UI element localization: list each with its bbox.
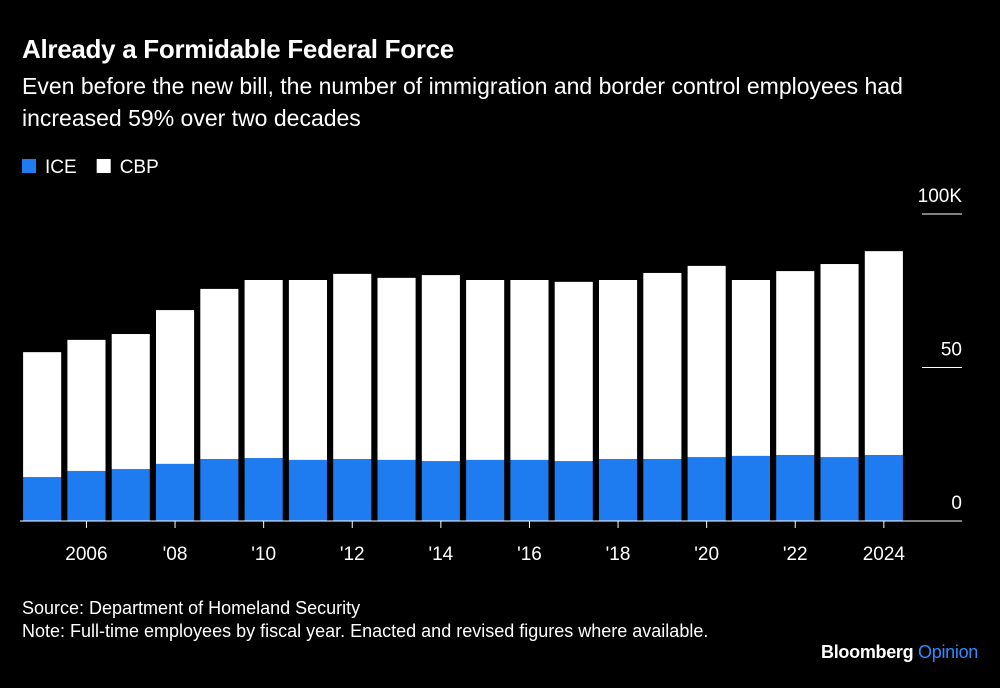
bar-segment [377,277,416,460]
x-tick-label: '08 [163,544,188,565]
bar-segment [156,310,195,464]
bar-segment [23,477,62,521]
bar-segment [864,454,903,521]
bar-segment [554,461,593,521]
bar-segment [731,280,770,456]
bar-segment [687,457,726,521]
bar-segment [599,458,638,521]
bar-segment [333,273,372,459]
bar-segment [820,457,859,521]
legend-label: CBP [120,157,159,178]
bar-segment [554,281,593,462]
y-tick-label: 50 [941,340,962,361]
bar-segment [776,454,815,521]
x-tick-label: '20 [694,544,719,565]
bar-segment [687,265,726,458]
bar-segment [510,459,549,521]
bar-segment [643,272,682,459]
bar-segment [466,280,505,460]
bar-segment [23,352,62,478]
chart-title: Already a Formidable Federal Force [22,34,454,64]
bar-segment [67,470,106,521]
bar-segment [156,463,195,521]
bar-segment [200,458,239,521]
bar-segment [288,280,327,460]
source: Source: Department of Homeland Security [22,598,361,618]
bar-segment [111,469,150,521]
bar-segment [244,458,283,521]
footer: Source: Department of Homeland Security … [22,597,712,643]
bar-segment [466,459,505,521]
legend-swatch [22,159,36,173]
bar-segment [288,459,327,521]
bar-segment [731,455,770,521]
x-tick-label: '10 [251,544,276,565]
brand-section: Opinion [918,642,978,662]
bar-segment [643,458,682,521]
y-tick-label: 100K [918,186,963,207]
bar-segment [599,280,638,459]
bar-segment [421,275,460,462]
bar-segment [820,264,859,458]
x-tick-label: '16 [517,544,542,565]
bar-segment [510,280,549,460]
bar-segment [111,334,150,470]
x-tick-label: '18 [606,544,631,565]
x-tick-label: 2024 [863,544,906,565]
legend-swatch [96,159,111,173]
x-tick-label: '12 [340,544,365,565]
bar-segment [67,339,106,471]
bar-segment [244,280,283,459]
bar-segment [864,251,903,455]
brand: Bloomberg Opinion [821,642,978,663]
bar-segment [333,458,372,521]
x-tick-label: 2006 [65,544,107,565]
y-tick-label: 0 [951,493,962,514]
x-tick-label: '22 [783,544,808,565]
bar-segment [421,461,460,521]
x-tick-label: '14 [428,544,453,565]
bar-segment [776,271,815,455]
legend-label: ICE [45,157,77,178]
bar-segment [377,459,416,521]
note: Note: Full-time employees by fiscal year… [22,621,709,641]
bar-segment [200,288,239,459]
brand-name: Bloomberg [821,642,914,662]
chart-subtitle: Even before the new bill, the number of … [22,73,903,131]
